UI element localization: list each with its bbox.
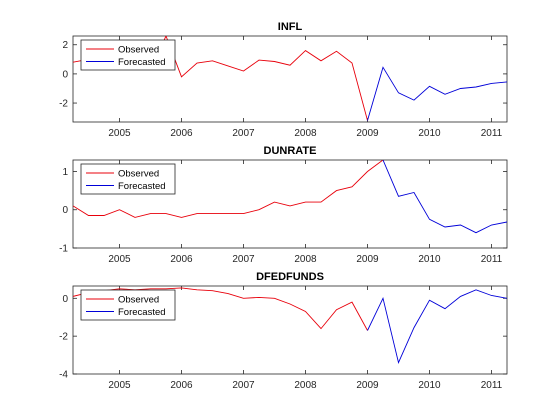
subplot-dunrate: DUNRATE 2005 2006 2007 2008 2009 2010 2011 -1 0 1 O… <box>59 145 508 265</box>
y-tick-label: -4 <box>59 370 68 381</box>
legend-label: Observed <box>118 295 159 306</box>
legend-box <box>80 163 176 195</box>
x-tick-label: 2005 <box>108 254 131 265</box>
y-tick-label: 0 <box>62 294 68 305</box>
x-tick-label: 2005 <box>108 128 131 139</box>
x-tick-label: 2006 <box>170 254 193 265</box>
chart-title: DUNRATE <box>264 145 317 157</box>
x-tick-label: 2007 <box>232 254 255 265</box>
x-tick-label: 2008 <box>294 380 317 391</box>
x-tick-label: 2011 <box>481 254 503 265</box>
forecasted-series-line <box>367 66 507 121</box>
x-tick-label: 2010 <box>418 128 441 139</box>
legend-box <box>80 289 176 321</box>
subplot-infl: INFL 2005 2006 2007 2008 2009 2010 2011 -2 0 2 Obse… <box>59 21 508 139</box>
y-tick-label: 0 <box>62 205 68 216</box>
legend-label: Forecasted <box>118 181 166 192</box>
chart-title: DFEDFUNDS <box>256 271 324 283</box>
legend-label: Observed <box>118 45 159 56</box>
x-tick-label: 2009 <box>356 128 379 139</box>
legend-label: Forecasted <box>118 57 166 68</box>
subplot-dfedfunds: DFEDFUNDS 2005 2006 2007 2008 2009 2010 2011 -4 -… <box>59 271 508 391</box>
x-tick-label: 2005 <box>108 380 131 391</box>
y-tick-label: -2 <box>59 99 68 110</box>
chart-title: INFL <box>278 21 303 33</box>
observed-series-line <box>73 160 384 218</box>
observed-series-line <box>73 287 368 331</box>
y-tick-label: -1 <box>59 244 68 255</box>
x-tick-label: 2011 <box>481 380 503 391</box>
x-tick-label: 2008 <box>294 254 317 265</box>
x-tick-label: 2007 <box>232 380 255 391</box>
y-tick-label: -2 <box>59 332 68 343</box>
x-tick-label: 2008 <box>294 128 317 139</box>
x-tick-label: 2009 <box>356 380 379 391</box>
forecasted-series-line <box>367 289 507 364</box>
legend-box <box>80 39 176 71</box>
x-tick-label: 2010 <box>418 254 441 265</box>
legend-label: Observed <box>118 169 159 180</box>
x-tick-label: 2006 <box>170 128 193 139</box>
x-tick-label: 2009 <box>356 254 379 265</box>
y-tick-label: 0 <box>62 69 68 80</box>
x-tick-label: 2006 <box>170 380 193 391</box>
legend-label: Forecasted <box>118 307 166 318</box>
y-tick-label: 1 <box>62 167 68 178</box>
forecasted-series-line <box>382 160 507 234</box>
y-tick-label: 2 <box>62 40 68 51</box>
x-tick-label: 2010 <box>418 380 441 391</box>
x-tick-label: 2011 <box>481 128 503 139</box>
x-tick-label: 2007 <box>232 128 255 139</box>
